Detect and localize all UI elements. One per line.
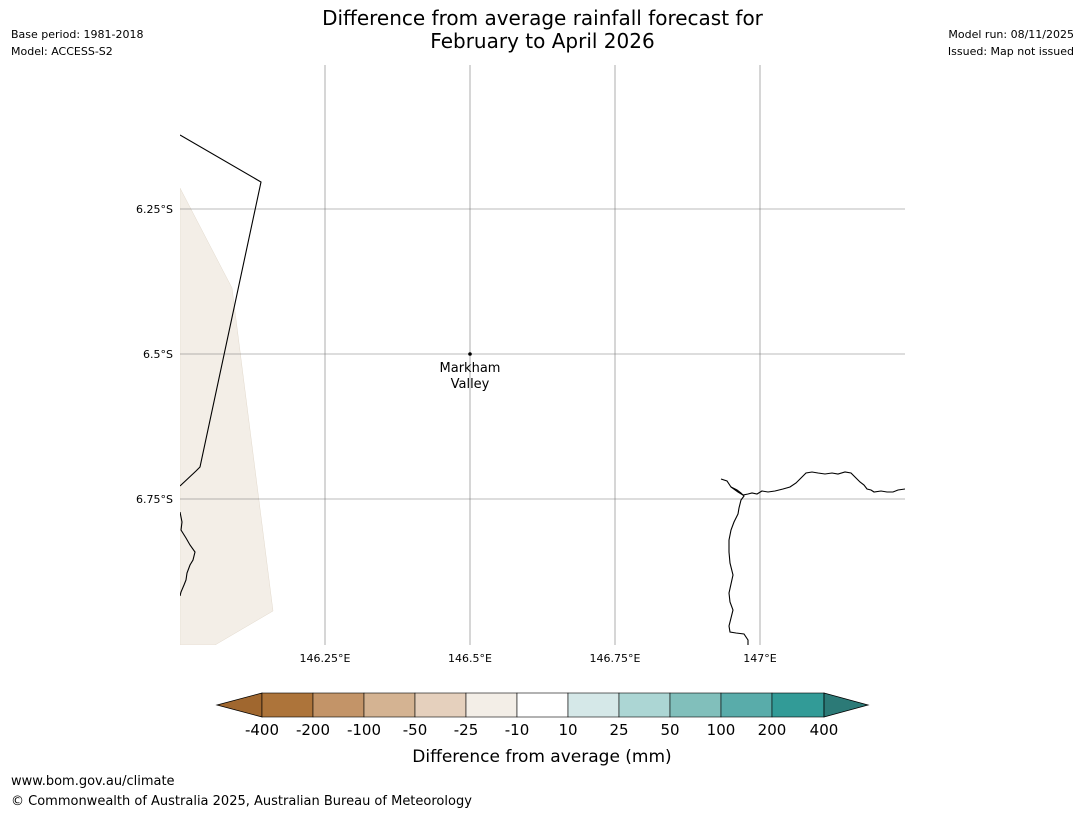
- colorbar-tick: -100: [347, 721, 381, 739]
- shaded-region: [180, 187, 274, 645]
- colorbar-swatch: [414, 692, 467, 718]
- colorbar-swatch: [516, 692, 569, 718]
- colorbar-tick: 25: [609, 721, 628, 739]
- colorbar: -400 -200 -100 -50 -25 -10 10 25 50 100 …: [215, 692, 870, 767]
- colorbar-swatch: [363, 692, 416, 718]
- map-title: Difference from average rainfall forecas…: [0, 7, 1085, 53]
- colorbar-swatch: [618, 692, 671, 718]
- footer-copyright: © Commonwealth of Australia 2025, Austra…: [11, 794, 472, 809]
- colorbar-tick: 100: [707, 721, 736, 739]
- title-line-2: February to April 2026: [430, 29, 655, 53]
- colorbar-high-arrow: [823, 692, 870, 718]
- lon-label: 146.5°E: [448, 652, 492, 665]
- coastline-west: [180, 511, 196, 597]
- colorbar-tick: 200: [758, 721, 787, 739]
- title-line-1: Difference from average rainfall forecas…: [322, 6, 763, 30]
- model-run: Model run: 08/11/2025: [948, 28, 1074, 41]
- gridlines: [180, 65, 905, 645]
- colorbar-tick: -50: [403, 721, 428, 739]
- colorbar-tick: 50: [660, 721, 679, 739]
- model-name: Model: ACCESS-S2: [11, 45, 113, 58]
- colorbar-swatch: [771, 692, 825, 718]
- place-label-line-1: Markham: [440, 361, 501, 376]
- colorbar-swatch: [261, 692, 314, 718]
- coastline-east: [720, 471, 905, 496]
- colorbar-swatch: [567, 692, 620, 718]
- colorbar-low-arrow: [215, 692, 263, 718]
- place-label-line-2: Valley: [451, 377, 490, 392]
- colorbar-swatch: [720, 692, 773, 718]
- colorbar-title: Difference from average (mm): [412, 747, 671, 767]
- colorbar-tick: 10: [558, 721, 577, 739]
- colorbar-tick: 400: [810, 721, 839, 739]
- lat-label: 6.25°S: [136, 203, 173, 216]
- meta-right: Model run: 08/11/2025 Issued: Map not is…: [948, 26, 1074, 60]
- colorbar-swatch: [669, 692, 722, 718]
- footer-url: www.bom.gov.au/climate: [11, 774, 175, 789]
- lon-label: 146.75°E: [590, 652, 641, 665]
- colorbar-tick: -10: [505, 721, 530, 739]
- map-area: [180, 65, 905, 645]
- colorbar-swatch: [312, 692, 365, 718]
- colorbar-tick: -200: [296, 721, 330, 739]
- place-marker: [468, 352, 472, 356]
- lat-label: 6.75°S: [136, 493, 173, 506]
- lon-label: 147°E: [743, 652, 776, 665]
- border-line: [180, 134, 262, 487]
- issued-status: Issued: Map not issued: [947, 45, 1074, 58]
- meta-left: Base period: 1981-2018 Model: ACCESS-S2: [11, 26, 143, 60]
- lat-label: 6.5°S: [143, 348, 173, 361]
- coastline-east-south: [728, 486, 749, 645]
- base-period: Base period: 1981-2018: [11, 28, 144, 41]
- colorbar-tick: -25: [454, 721, 479, 739]
- colorbar-swatch: [465, 692, 518, 718]
- lon-label: 146.25°E: [300, 652, 351, 665]
- colorbar-tick: -400: [245, 721, 279, 739]
